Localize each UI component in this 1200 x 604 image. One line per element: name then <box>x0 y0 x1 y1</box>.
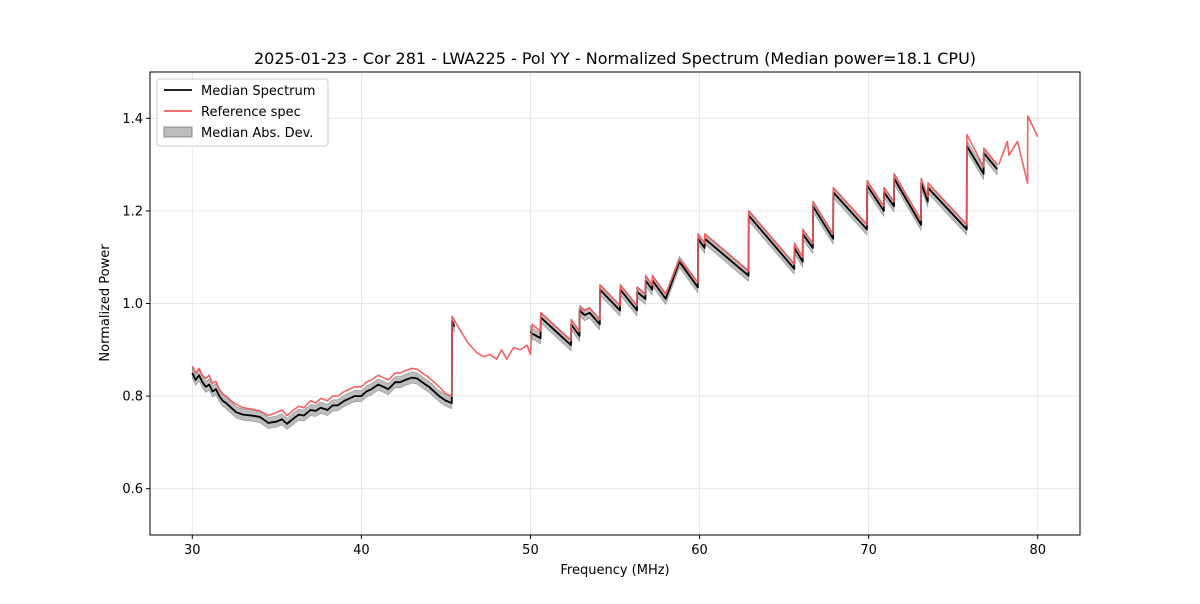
legend: Median Spectrum Reference spec Median Ab… <box>156 78 329 147</box>
reference-spec-line <box>998 115 1039 184</box>
y-axis-label: Normalized Power <box>98 244 113 362</box>
x-tick-label: 30 <box>184 543 201 558</box>
legend-box <box>156 78 329 147</box>
reference-spec-line <box>191 133 998 417</box>
x-axis-label: Frequency (MHz) <box>560 563 669 578</box>
x-tick-label: 70 <box>860 543 877 558</box>
y-tick-label: 0.8 <box>122 390 143 405</box>
legend-reference-label: Reference spec <box>201 105 301 120</box>
legend-mad-label: Median Abs. Dev. <box>201 126 313 141</box>
y-tick-label: 1.0 <box>122 297 143 312</box>
x-tick-label: 80 <box>1029 543 1046 558</box>
y-tick-label: 0.6 <box>122 482 143 497</box>
mad-band <box>191 315 455 430</box>
x-tick-label: 50 <box>522 543 539 558</box>
chart-title: 2025-01-23 - Cor 281 - LWA225 - Pol YY -… <box>254 49 976 68</box>
y-axis-ticks: 0.6 0.8 1.0 1.2 1.4 <box>122 112 150 497</box>
median-spectrum-line <box>191 320 456 425</box>
y-tick-label: 1.2 <box>122 204 143 219</box>
grid-lines <box>150 72 1080 535</box>
x-axis-ticks: 30 40 50 60 70 80 <box>184 535 1046 558</box>
x-tick-label: 40 <box>353 543 370 558</box>
y-tick-label: 1.4 <box>122 112 143 127</box>
x-tick-label: 60 <box>691 543 708 558</box>
series-group <box>191 115 1039 425</box>
legend-mad-swatch <box>163 126 193 138</box>
legend-median-label: Median Spectrum <box>201 84 315 99</box>
